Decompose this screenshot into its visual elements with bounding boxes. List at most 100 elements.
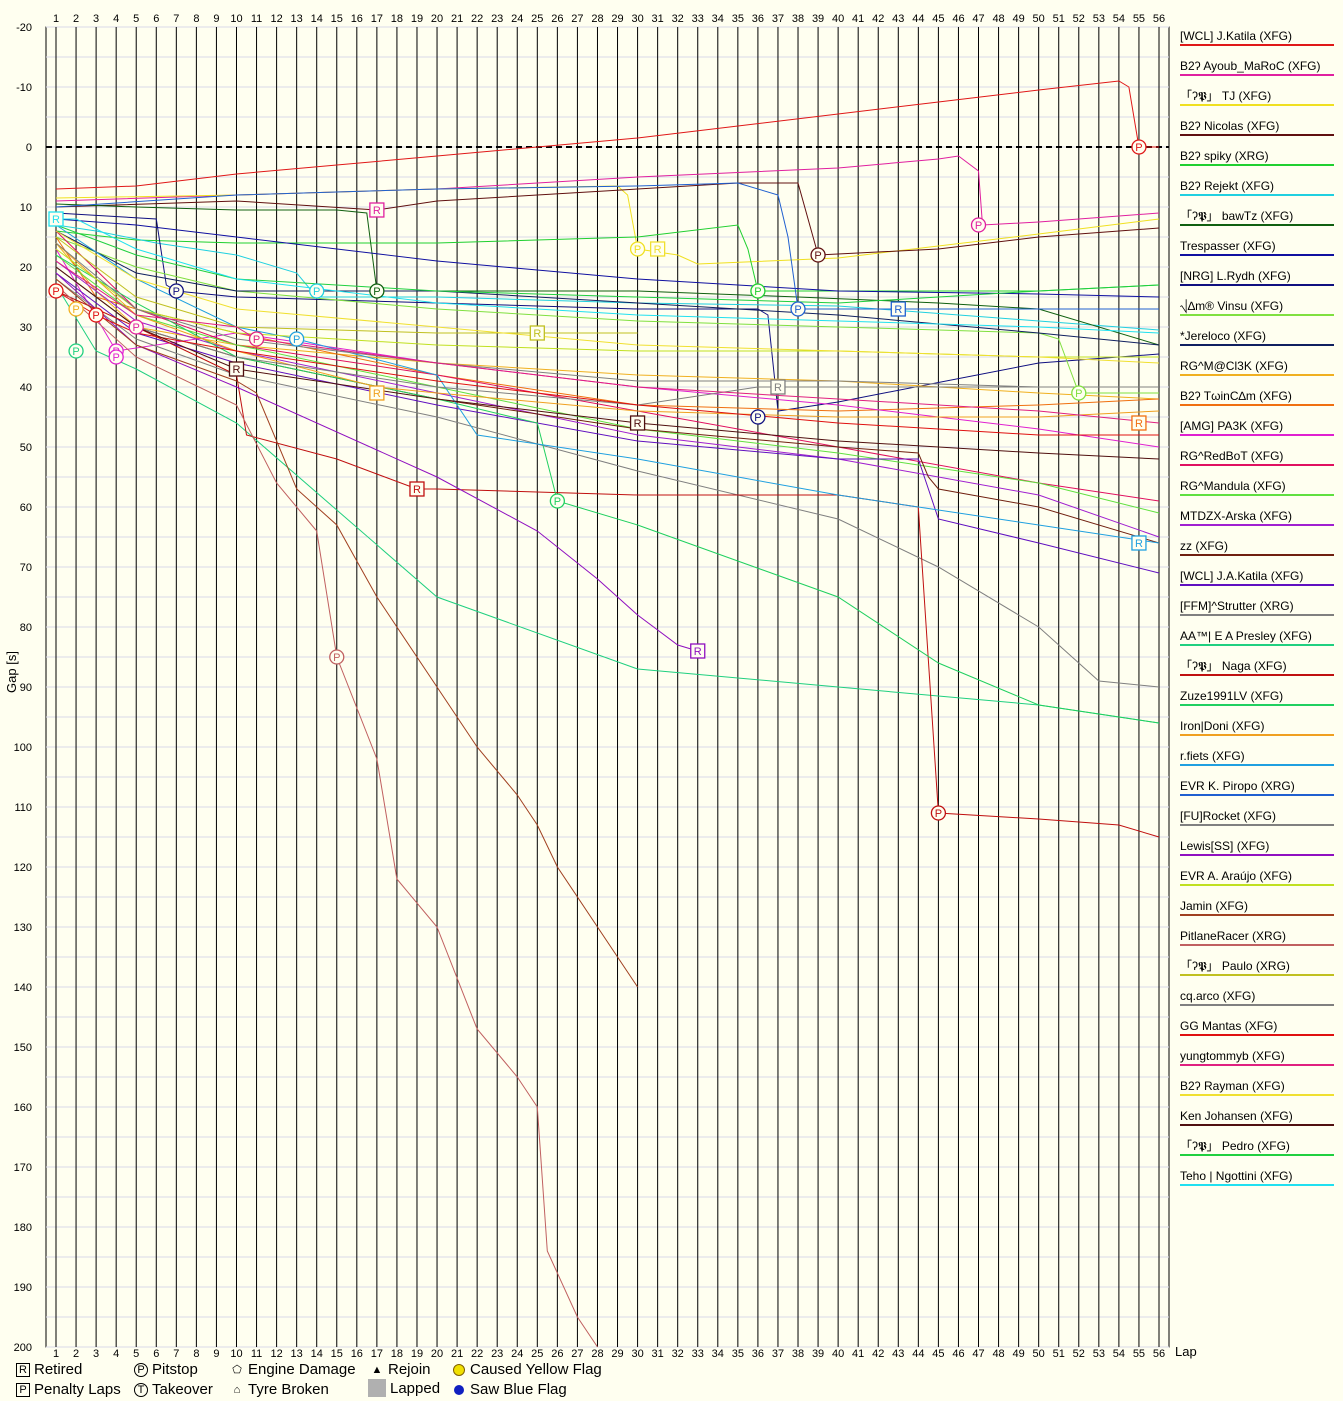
retired-marker [770,379,786,395]
x-tick-label-top: 37 [772,13,784,25]
retired-marker [1131,535,1147,551]
legend-entry-label: ⎷∆m® Vinsu (XFG) [1180,299,1283,314]
x-tick-label-top: 50 [1033,13,1045,25]
y-tick-label: 160 [14,1102,32,1114]
pitstop-marker [790,301,806,317]
y-tick-label: 200 [14,1342,32,1354]
series-line [55,182,1159,310]
x-tick-label-top: 47 [972,13,984,25]
marker-letter: P [1135,142,1142,154]
x-tick-label-bottom: 7 [173,1348,179,1360]
x-tick-label-bottom: 23 [491,1348,503,1360]
series-line [55,212,1160,412]
x-tick-label-top: 11 [251,13,262,25]
legend-entry-label: 「ʔ𝕻」 Pedro (XFG) [1180,1139,1290,1153]
series-line [55,272,698,652]
y-tick-label: 150 [14,1042,32,1054]
legend-yellow-flag-label: Caused Yellow Flag [470,1361,602,1378]
x-tick-label-bottom: 6 [153,1348,159,1360]
x-tick-label-bottom: 39 [812,1348,824,1360]
series-legend: [WCL] J.Katila (XFG) B2ʔ Ayoub_MaRoC (XFG… [1180,29,1334,1186]
x-tick-label-top: 22 [471,13,483,25]
legend-pitstop-label: Pitstop [152,1361,198,1378]
x-tick-label-bottom: 5 [133,1348,139,1360]
series-line [55,224,1160,544]
legend-entry-label: B2ʔ Nicolas (XFG) [1180,119,1279,133]
series-line [55,254,1160,514]
x-tick-label-bottom: 40 [832,1348,844,1360]
legend-entry-label: B2ʔ spiky (XRG) [1180,149,1269,163]
marker-letter: P [554,496,561,508]
x-tick-label-top: 54 [1113,13,1125,25]
legend-engine-damage: ⬠ Engine Damage [230,1361,355,1378]
marker-letter: R [774,382,782,394]
pitstop-marker [248,331,265,347]
legend-rejoin: ▲ Rejoin [370,1361,431,1378]
marker-letter: P [92,310,99,322]
series-line [55,266,1160,460]
legend-entry-label: [WCL] J.Katila (XFG) [1180,29,1292,43]
pitstop-marker [309,283,325,299]
x-tick-label-bottom: 9 [213,1348,219,1360]
x-tick-label-top: 12 [270,13,282,25]
marker-letter: P [253,334,260,346]
legend-entry-label: Iron|Doni (XFG) [1180,719,1264,733]
legend-entry-label: *Jereloco (XFG) [1180,329,1266,343]
y-tick-label: 110 [14,802,32,814]
marker-letter: P [754,412,761,424]
marker-letter: P [794,304,801,316]
marker-letter: R [894,304,902,316]
pitstop-marker [1071,385,1087,401]
x-tick-label-top: 40 [832,13,844,25]
x-tick-label-top: 31 [652,13,664,25]
x-tick-label-bottom: 53 [1093,1348,1105,1360]
retired-marker [369,385,385,401]
x-tick-label-bottom: 22 [471,1348,483,1360]
legend-entry-label: 「ʔ𝕻」 Naga (XFG) [1180,659,1287,673]
x-tick-label-bottom: 29 [611,1348,623,1360]
legend-entry-label: [AMG] PA3K (XFG) [1180,419,1283,433]
series-line [55,290,1159,436]
legend-entry-label: PitlaneRacer (XRG) [1180,929,1286,943]
x-tick-label-top: 51 [1053,13,1065,25]
marker-letter: P [52,286,59,298]
x-tick-label-top: 56 [1153,13,1165,25]
x-tick-label-bottom: 27 [571,1348,583,1360]
retired-marker [629,415,646,431]
marker-letter: P [754,286,761,298]
retired-marker [228,361,245,377]
x-tick-label-bottom: 16 [351,1348,363,1360]
retired-marker [369,202,385,218]
x-tick-label-top: 32 [672,13,684,25]
pitstop-marker [68,343,84,359]
x-tick-label-bottom: 37 [772,1348,784,1360]
pitstop-marker [930,805,947,821]
pitstop-marker [329,649,345,665]
pitstop-marker [629,241,646,257]
series-line [55,260,1160,424]
marker-letter: P [313,286,320,298]
pitstop-icon: P [134,1362,148,1377]
legend-entry-label: 「ʔ𝕻」 bawTz (XFG) [1180,209,1293,223]
x-tick-label-bottom: 33 [692,1348,704,1360]
x-tick-label-bottom: 35 [732,1348,744,1360]
x-tick-label-bottom: 36 [752,1348,764,1360]
marker-letter: P [814,250,821,262]
x-tick-label-top: 5 [133,13,139,25]
x-tick-label-top: 26 [551,13,563,25]
x-tick-label-top: 2 [73,13,79,25]
series-line [55,284,598,1348]
marker-letter: R [533,328,541,340]
y-tick-label: 60 [20,502,32,514]
x-tick-label-top: 8 [193,13,199,25]
x-tick-label-top: 27 [571,13,583,25]
x-tick-label-bottom: 10 [230,1348,242,1360]
legend-entry-label: Trespasser (XFG) [1180,239,1276,253]
x-tick-label-bottom: 19 [411,1348,423,1360]
y-tick-label: 190 [14,1282,32,1294]
x-tick-label-top: 20 [431,13,443,25]
x-tick-label-bottom: 54 [1113,1348,1125,1360]
legend-entry-label: B2ʔ TωinC∆m (XFG) [1180,389,1292,403]
legend-blue-flag: Saw Blue Flag [452,1381,567,1398]
y-tick-label: 50 [20,442,32,454]
